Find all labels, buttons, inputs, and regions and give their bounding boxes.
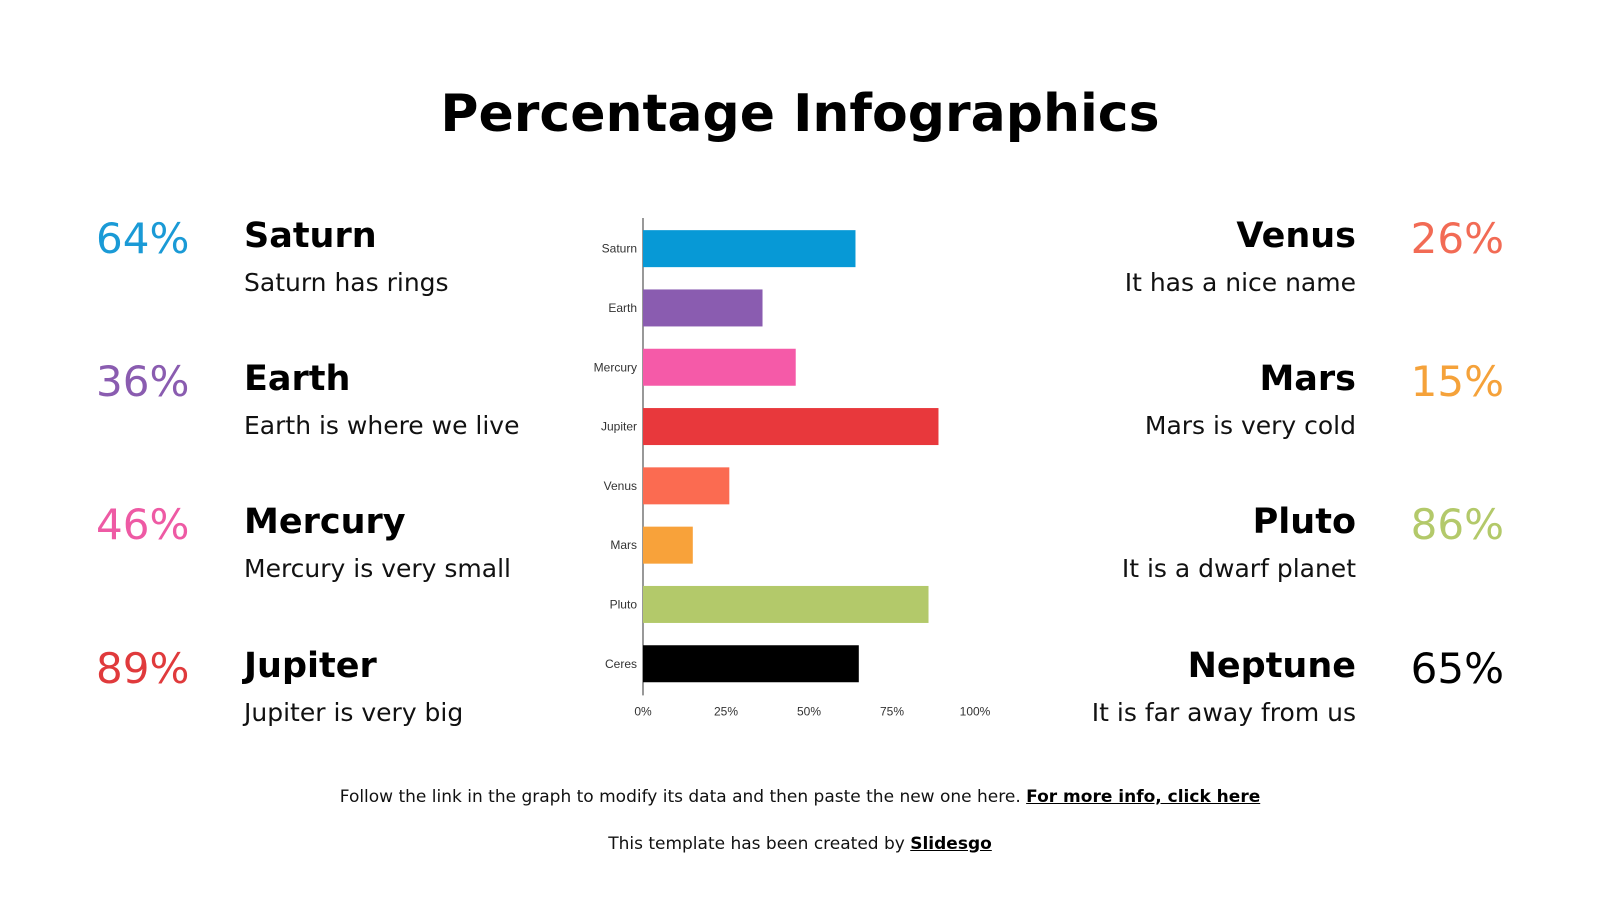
slidesgo-link[interactable]: Slidesgo	[910, 834, 992, 854]
bar-ceres	[643, 645, 859, 683]
stat-item-venus: 26% Venus It has a nice name	[984, 214, 1504, 324]
x-tick-label: 75%	[880, 704, 904, 718]
footer-line-2: This template has been created by Slides…	[0, 834, 1600, 854]
stat-item-pluto: 86% Pluto It is a dwarf planet	[984, 500, 1504, 610]
bar-saturn	[643, 230, 856, 268]
footer-instruction-text: Follow the link in the graph to modify i…	[339, 787, 1027, 807]
stat-percent: 89%	[96, 644, 190, 693]
stat-title: Mars	[1259, 359, 1356, 399]
bar-chart: Saturn Earth Mercury Jupiter Venus Mars Pluto C…	[594, 218, 991, 718]
stat-description: Earth is where we live	[244, 411, 520, 440]
bar-mercury	[643, 348, 796, 386]
stat-description: It is far away from us	[1091, 698, 1356, 727]
stat-percent: 36%	[96, 357, 190, 406]
stat-percent: 15%	[1410, 357, 1504, 406]
stat-item-mars: 15% Mars Mars is very cold	[984, 357, 1504, 467]
footer-credit-text: This template has been created by	[608, 834, 911, 854]
stat-title: Saturn	[244, 216, 377, 256]
bar-earth	[643, 289, 763, 327]
bar-venus	[643, 467, 730, 505]
y-tick-label: Pluto	[610, 597, 638, 611]
bar-pluto	[643, 585, 929, 623]
y-tick-label: Saturn	[602, 242, 637, 256]
stat-description: Mars is very cold	[1144, 411, 1356, 440]
stat-title: Earth	[244, 359, 351, 399]
stat-title: Jupiter	[244, 646, 377, 686]
stat-percent: 86%	[1410, 500, 1504, 549]
stat-item-neptune: 65% Neptune It is far away from us	[984, 644, 1504, 754]
y-tick-label: Jupiter	[601, 420, 637, 434]
y-tick-label: Venus	[604, 479, 637, 493]
stat-item-mercury: 46% Mercury Mercury is very small	[96, 500, 616, 610]
y-tick-label: Mercury	[594, 360, 637, 374]
stat-percent: 65%	[1410, 644, 1504, 693]
x-tick-label: 50%	[797, 704, 821, 718]
x-tick-label: 25%	[714, 704, 738, 718]
y-tick-label: Ceres	[605, 657, 637, 671]
stat-item-saturn: 64% Saturn Saturn has rings	[96, 214, 616, 324]
stat-percent: 26%	[1410, 214, 1504, 263]
stat-description: It has a nice name	[1124, 268, 1356, 297]
page-title: Percentage Infographics	[440, 84, 1160, 144]
y-tick-label: Earth	[608, 301, 637, 315]
stat-item-jupiter: 89% Jupiter Jupiter is very big	[96, 644, 616, 754]
x-tick-label: 0%	[634, 704, 652, 718]
stat-item-earth: 36% Earth Earth is where we live	[96, 357, 616, 467]
stat-description: Jupiter is very big	[244, 698, 464, 727]
stat-description: Mercury is very small	[244, 554, 511, 583]
footer-line-1: Follow the link in the graph to modify i…	[0, 787, 1600, 807]
bar-mars	[643, 526, 693, 564]
stat-description: It is a dwarf planet	[1121, 554, 1356, 583]
stat-title: Neptune	[1187, 646, 1356, 686]
stat-title: Mercury	[244, 502, 406, 542]
y-tick-label: Mars	[610, 538, 637, 552]
stat-description: Saturn has rings	[244, 268, 449, 297]
stat-title: Venus	[1236, 216, 1356, 256]
stat-percent: 64%	[96, 214, 190, 263]
bar-jupiter	[643, 408, 939, 446]
x-tick-label: 100%	[960, 704, 991, 718]
more-info-link[interactable]: For more info, click here	[1026, 787, 1261, 807]
stat-title: Pluto	[1252, 502, 1356, 542]
stat-percent: 46%	[96, 500, 190, 549]
